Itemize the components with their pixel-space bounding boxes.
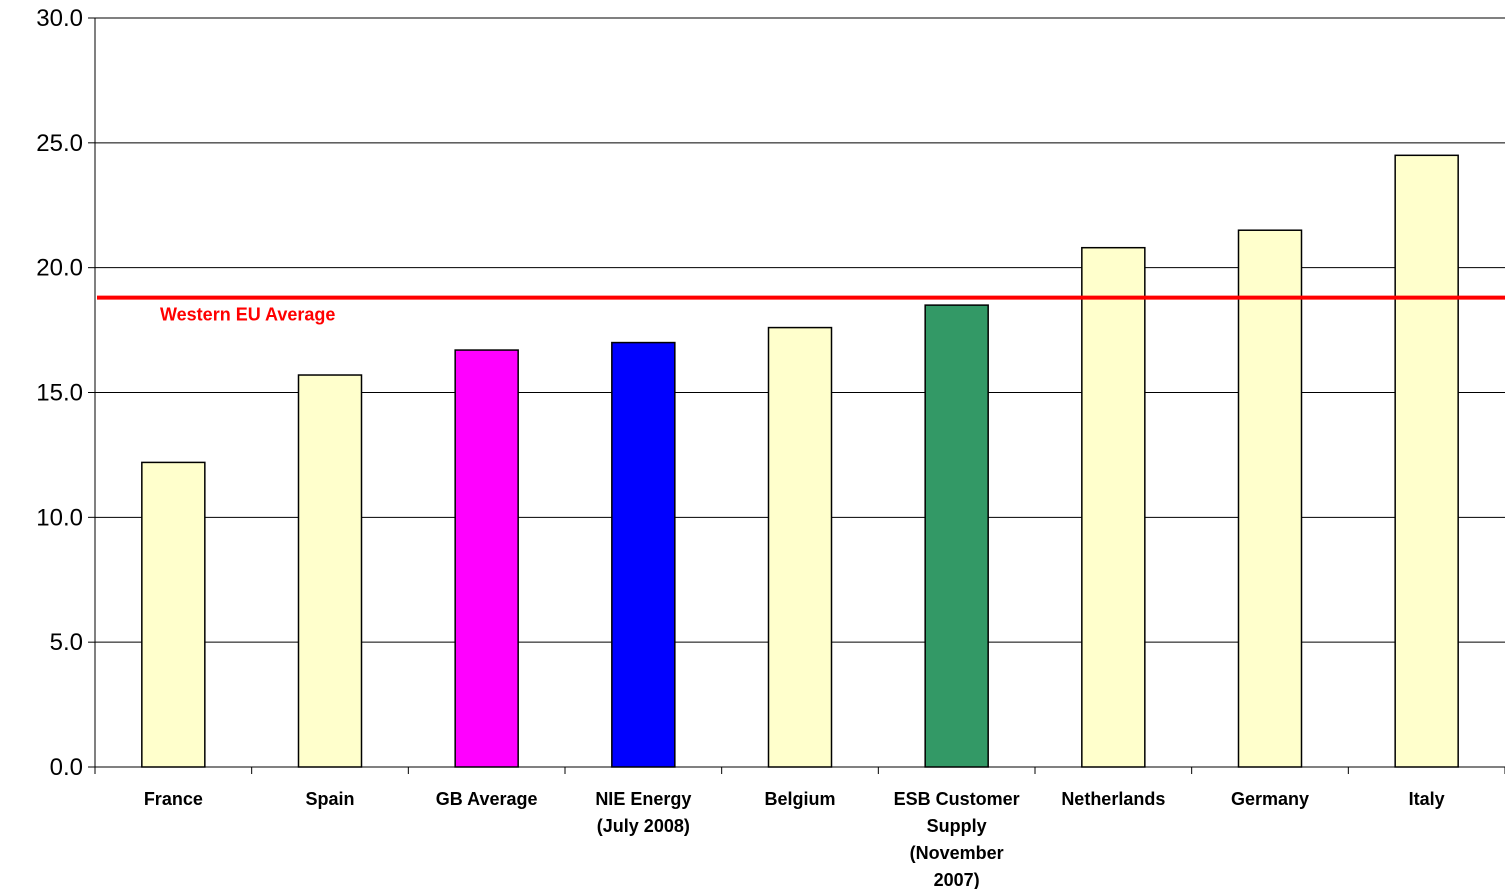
x-axis-labels: France Spain GB Average NIE Energy (July 200… [144,789,1445,889]
y-tick-label: 20.0 [36,255,83,282]
x-category-label: France [144,789,203,809]
y-axis-ticks: 0.0 5.0 10.0 15.0 20.0 25.0 30.0 [36,5,95,781]
y-tick-label: 15.0 [36,380,83,407]
bar [454,349,519,768]
x-category-label: NIE Energy (July 2008) [595,789,691,836]
bar [924,304,989,768]
x-category-label: Italy [1409,789,1445,809]
bar [1237,229,1303,768]
x-category-label: Spain [305,789,354,809]
bar [297,374,363,768]
bar [141,461,206,768]
bar [611,341,676,768]
bars [141,154,1459,768]
reference-line-group: Western EU Average [97,295,1505,325]
x-category-label: ESB Customer Supply (November 2007) [894,789,1020,889]
x-category-label: GB Average [436,789,538,809]
x-category-label: Germany [1231,789,1309,809]
reference-line-label: Western EU Average [160,305,335,325]
y-tick-label: 5.0 [50,629,83,656]
bar [1081,246,1146,768]
bar [1394,154,1459,768]
y-tick-label: 25.0 [36,130,83,157]
y-tick-label: 10.0 [36,504,83,531]
bar [767,326,833,768]
x-category-label: Netherlands [1061,789,1165,809]
x-category-label: Belgium [764,789,835,809]
y-tick-label: 30.0 [36,5,83,32]
y-tick-label: 0.0 [50,754,83,781]
